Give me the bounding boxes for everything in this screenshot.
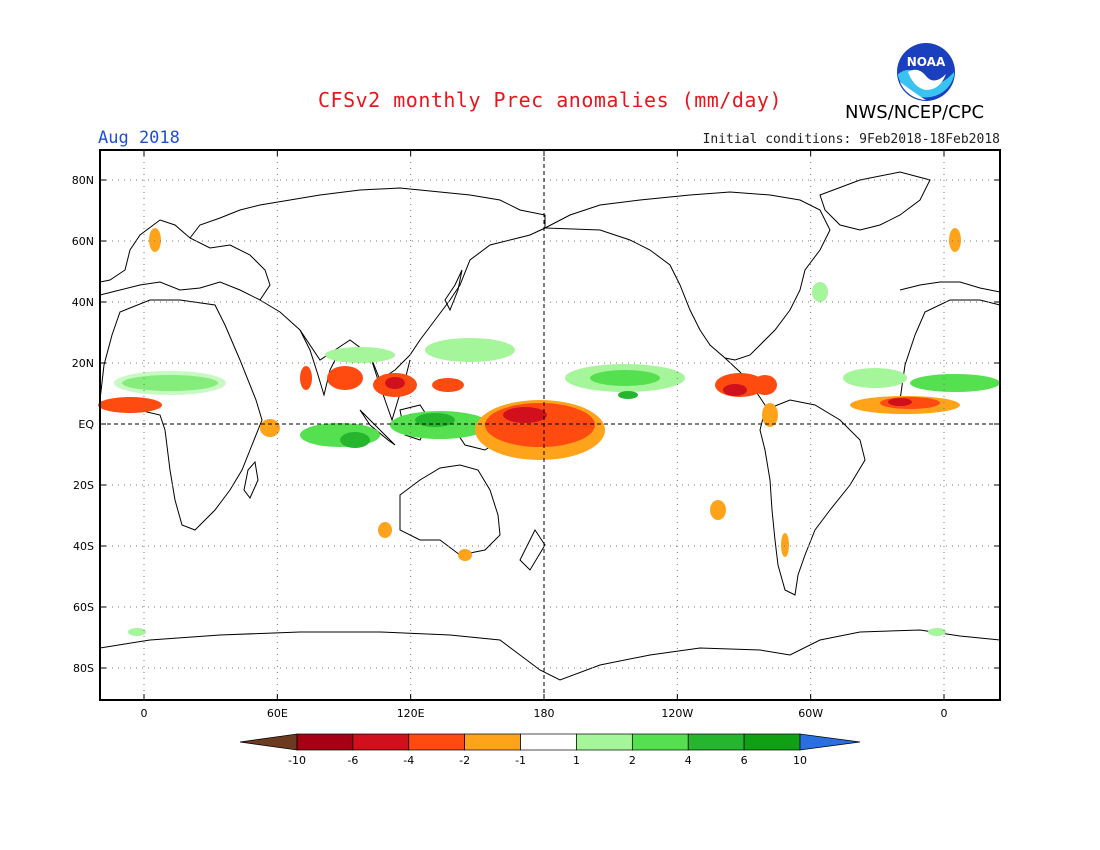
colorbar-label: -1 xyxy=(515,754,526,767)
coast-asia xyxy=(189,187,546,381)
colorbar-label: -10 xyxy=(288,754,306,767)
patch-pos-maritime-core xyxy=(415,413,455,427)
coast-africa xyxy=(99,299,263,531)
colorbar: -10 -6 -4 -2 -1 1 2 4 6 10 xyxy=(239,733,861,767)
lon-label: 60E xyxy=(267,707,288,720)
patch-pos-atlantic-east xyxy=(910,374,1000,392)
coast-australia xyxy=(399,464,501,556)
coast-sumatra xyxy=(359,409,396,446)
colorbar-label: -6 xyxy=(347,754,358,767)
lon-label: 120E xyxy=(397,707,425,720)
axis-ticks: 80N 60N 40N 20N EQ 20S 40S 60S 80S 0 60E 120E 180 120… xyxy=(72,150,1000,720)
lat-label: 80S xyxy=(73,662,94,675)
lat-label: 60N xyxy=(72,235,94,248)
colorbar-label: 1 xyxy=(573,754,580,767)
coast-north-america xyxy=(543,191,831,361)
lon-label: 0 xyxy=(941,707,948,720)
patch-neg-philippines xyxy=(432,378,464,392)
lon-label: 60W xyxy=(798,707,823,720)
patch-neg-chile xyxy=(781,533,789,557)
colorbar-label: 6 xyxy=(741,754,748,767)
coast-antarctica xyxy=(99,629,1001,681)
patch-neg-india-west xyxy=(300,366,312,390)
patch-pos-indian-ocean-core xyxy=(340,432,370,448)
map-grid xyxy=(100,150,1000,700)
colorbar-arrow-left xyxy=(239,733,298,751)
coast-greenland xyxy=(819,171,931,231)
patch-neg-scandinavia-east xyxy=(949,228,961,252)
coast-japan xyxy=(444,269,463,312)
patch-pos-north-pacific-dark xyxy=(618,391,638,399)
lon-label: 0 xyxy=(141,707,148,720)
lat-label: 20N xyxy=(72,357,94,370)
coast-south-america xyxy=(759,399,866,596)
lon-label: 120W xyxy=(661,707,693,720)
colorbar-label: 4 xyxy=(685,754,692,767)
patch-pos-philippine-sea xyxy=(425,338,515,362)
patch-neg-caribbean xyxy=(753,375,777,395)
coast-madagascar xyxy=(243,460,259,499)
colorbar-segment xyxy=(408,733,466,751)
colorbar-segment xyxy=(296,733,354,751)
logo-text: NOAA xyxy=(907,55,946,69)
patch-neg-somalia xyxy=(260,419,280,437)
lat-label: 60S xyxy=(73,601,94,614)
patch-neg-australia-south xyxy=(458,549,472,561)
patch-neg-gulf-guinea xyxy=(98,397,162,413)
patch-pos-antarctic-east xyxy=(928,628,946,636)
coast-nz xyxy=(519,529,546,571)
noaa-logo: NOAA xyxy=(896,42,956,102)
agency-label: NWS/NCEP/CPC xyxy=(845,102,985,123)
patch-pos-north-atlantic xyxy=(812,282,828,302)
patch-neg-scandinavia xyxy=(149,228,161,252)
patch-neg-central-pacific-core xyxy=(503,407,547,423)
patch-neg-indochina-core xyxy=(385,377,405,389)
coast-europe-east xyxy=(899,281,1001,293)
coast-africa-east xyxy=(899,299,1001,401)
colorbar-segment xyxy=(520,733,577,751)
patch-pos-antarctic-west xyxy=(128,628,146,636)
colorbar-segment xyxy=(631,733,689,751)
lat-label: 40S xyxy=(73,540,94,553)
patch-pos-north-pacific-core xyxy=(590,370,660,386)
coast-europe xyxy=(99,219,271,301)
lon-label: 180 xyxy=(534,707,555,720)
lat-label: 20S xyxy=(73,479,94,492)
chart-title: CFSv2 monthly Prec anomalies (mm/day) xyxy=(317,88,783,112)
patch-pos-atlantic-mid xyxy=(843,368,907,388)
patch-neg-atlantic-strong xyxy=(888,398,912,406)
colorbar-label: 2 xyxy=(629,754,636,767)
anomaly-patches xyxy=(98,228,1000,636)
colorbar-arrow-right xyxy=(799,733,861,751)
patch-neg-bay-bengal xyxy=(327,366,363,390)
map-frame xyxy=(99,149,1001,701)
colorbar-segment xyxy=(464,733,521,751)
lat-label: 80N xyxy=(72,174,94,187)
colorbar-segment xyxy=(687,733,745,751)
colorbar-segment xyxy=(576,733,633,751)
patch-neg-south-indian xyxy=(378,522,392,538)
lat-label: 40N xyxy=(72,296,94,309)
colorbar-label: -2 xyxy=(459,754,470,767)
forecast-month: Aug 2018 xyxy=(98,128,180,148)
colorbar-label: -4 xyxy=(403,754,414,767)
patch-neg-south-pacific xyxy=(710,500,726,520)
patch-pos-africa-west-light xyxy=(114,371,226,395)
coast-india xyxy=(299,329,341,397)
patch-neg-central-america-core xyxy=(723,384,747,396)
patch-pos-india-north xyxy=(325,347,395,363)
initial-conditions: Initial conditions: 9Feb2018-18Feb2018 xyxy=(702,132,1000,147)
colorbar-segment xyxy=(352,733,410,751)
patch-neg-colombia xyxy=(762,403,778,427)
colorbar-segment xyxy=(743,733,801,751)
lat-label: EQ xyxy=(78,418,94,431)
colorbar-label: 10 xyxy=(793,754,807,767)
